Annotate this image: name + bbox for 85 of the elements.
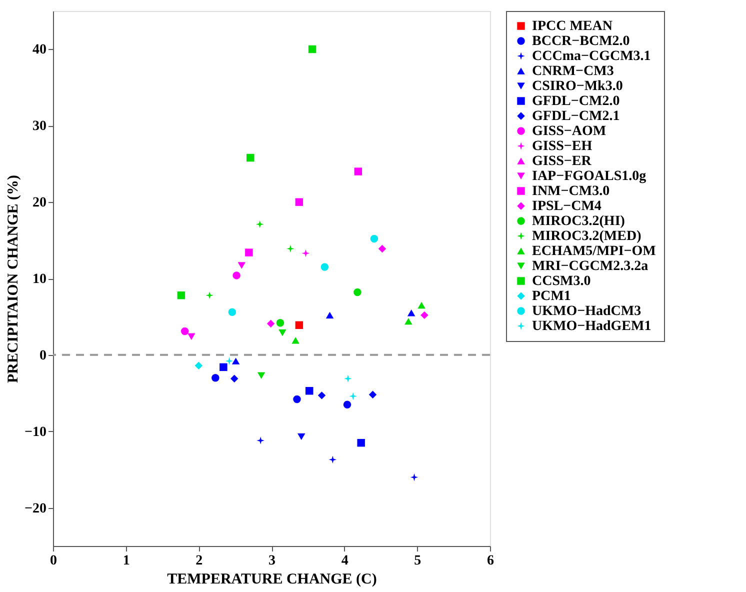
point — [318, 392, 326, 400]
x-tick-label: 0 — [50, 554, 57, 568]
point — [256, 220, 264, 228]
x-tick-label: 6 — [487, 554, 494, 568]
legend-label: ECHAM5/MPI−OM — [532, 244, 656, 259]
point — [344, 374, 352, 382]
point — [256, 436, 264, 444]
point — [378, 244, 386, 253]
y-tick-label: −20 — [24, 501, 46, 516]
point — [225, 357, 234, 365]
legend-label: GISS−AOM — [532, 124, 606, 139]
point — [308, 45, 316, 54]
legend-label: PCM1 — [532, 289, 571, 304]
legend-label: IPCC MEAN — [532, 19, 612, 34]
point — [246, 154, 254, 162]
point — [418, 302, 426, 309]
point — [354, 168, 362, 176]
x-axis-title: TEMPERATURE CHANGE (C) — [167, 572, 377, 588]
legend-label: GISS−ER — [532, 154, 592, 169]
point — [302, 249, 310, 258]
point — [230, 374, 238, 382]
x-tick-label: 4 — [341, 554, 348, 568]
x-tick-label: 2 — [196, 554, 203, 568]
y-tick-label: 0 — [40, 348, 46, 364]
y-tick-label: 30 — [32, 119, 46, 134]
legend-label: MIROC3.2(MED) — [532, 229, 642, 244]
point — [404, 318, 412, 325]
point — [180, 327, 189, 336]
x-tick-label: 5 — [414, 554, 422, 568]
legend-label: MIROC3.2(HI) — [532, 214, 626, 229]
point — [349, 392, 357, 400]
point — [188, 333, 196, 340]
point — [292, 337, 300, 344]
point — [297, 433, 306, 440]
point — [206, 291, 214, 300]
point — [194, 362, 203, 370]
legend-label: IPSL−CM4 — [532, 199, 602, 214]
point — [238, 262, 246, 269]
legend-label: INM−CM3.0 — [532, 184, 610, 199]
legend-label: UKMO−HadCM3 — [532, 304, 642, 319]
point — [228, 308, 236, 316]
point — [320, 263, 329, 271]
legend-label: CCSM3.0 — [532, 274, 591, 289]
point — [257, 372, 266, 379]
point — [266, 320, 275, 328]
x-tick-label: 3 — [268, 554, 276, 568]
legend-label: CSIRO−Mk3.0 — [532, 79, 623, 94]
y-tick-label: 20 — [32, 196, 46, 211]
point — [212, 374, 220, 382]
y-tick-label: 40 — [32, 42, 46, 58]
point — [286, 244, 294, 253]
legend-label: GISS−EH — [532, 139, 592, 154]
point — [407, 310, 416, 316]
point — [328, 456, 337, 464]
legend-label: MRI−CGCM2.3.2a — [532, 259, 648, 274]
legend-label: BCCR−BCM2.0 — [532, 34, 630, 49]
y-tick-label: −10 — [24, 424, 46, 440]
point — [232, 358, 240, 364]
x-tick-label: 1 — [122, 554, 130, 568]
point — [232, 272, 240, 280]
legend-label: UKMO−HadGEM1 — [532, 319, 652, 334]
legend-label: GFDL−CM2.0 — [532, 94, 620, 109]
point — [354, 288, 362, 296]
point — [306, 386, 314, 395]
point — [293, 395, 301, 404]
legend-label: CCCma−CGCM3.1 — [532, 49, 651, 64]
point — [278, 329, 286, 336]
point — [343, 400, 352, 408]
point — [357, 438, 365, 447]
point — [368, 390, 377, 399]
legend-label: GFDL−CM2.1 — [532, 109, 620, 124]
y-axis-title: PRECIPITAION CHANGE (%) — [6, 174, 22, 384]
point — [276, 318, 284, 327]
point — [410, 473, 418, 482]
point — [295, 321, 304, 329]
point — [245, 248, 253, 256]
y-tick-label: 10 — [32, 272, 46, 287]
point — [295, 198, 304, 206]
point — [420, 311, 428, 320]
point — [220, 363, 228, 372]
point — [326, 312, 334, 319]
point — [370, 234, 378, 243]
point — [177, 291, 186, 300]
legend-label: IAP−FGOALS1.0g — [532, 169, 646, 184]
legend-label: CNRM−CM3 — [532, 64, 614, 79]
